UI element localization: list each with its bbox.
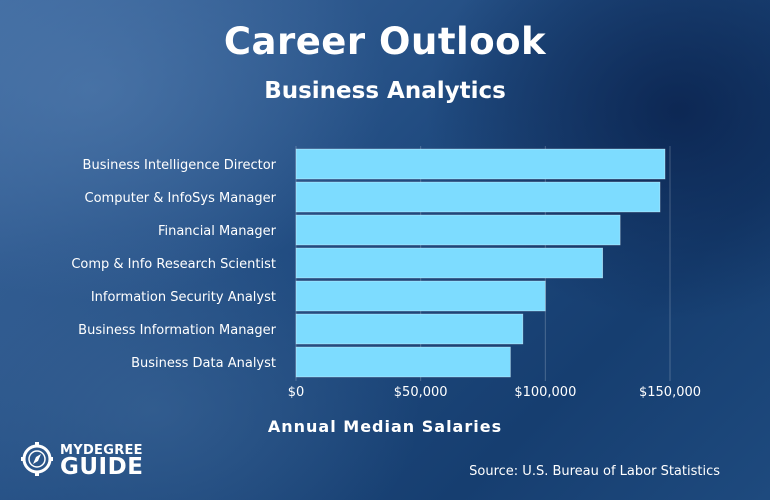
source-note: Source: U.S. Bureau of Labor Statistics [469,464,720,479]
chart-title: Career Outlook [223,20,547,63]
category-label: Financial Manager [158,224,277,239]
x-tick-label: $50,000 [394,385,448,400]
category-label: Information Security Analyst [91,290,276,305]
bar [295,214,621,246]
bar [295,346,511,378]
category-label: Business Intelligence Director [83,158,277,173]
x-tick-label: $150,000 [639,385,701,400]
chart-subtitle: Business Analytics [264,78,506,104]
x-tick-label: $0 [288,385,305,400]
bar [295,148,666,180]
logo-text-bottom: GUIDE [60,454,144,480]
bar [295,247,603,279]
category-label: Comp & Info Research Scientist [71,257,276,272]
category-label: Computer & InfoSys Manager [85,191,277,206]
bar [295,181,661,213]
compass-icon [21,442,53,476]
logo-text-top: MYDEGREE [60,443,143,458]
mydegree-guide-logo: MYDEGREE GUIDE [19,440,149,482]
x-tick-label: $100,000 [514,385,576,400]
bar [295,280,546,312]
x-axis-label: Annual Median Salaries [267,417,503,436]
category-label: Business Information Manager [78,323,276,338]
bar [295,313,524,345]
category-label: Business Data Analyst [131,356,276,371]
